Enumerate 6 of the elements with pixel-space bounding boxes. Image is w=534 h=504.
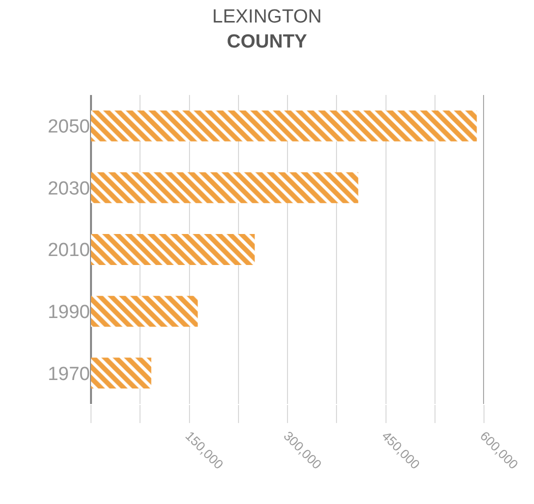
y-tick-label: 2010	[48, 240, 90, 262]
y-tick-label: 1970	[48, 364, 90, 385]
chart-title: LEXINGTON COUNTY	[212, 6, 322, 52]
y-tick-label: 1990	[48, 302, 90, 323]
y-tick-label: 2030	[48, 178, 90, 200]
y-tick-label: 2050	[48, 116, 90, 138]
